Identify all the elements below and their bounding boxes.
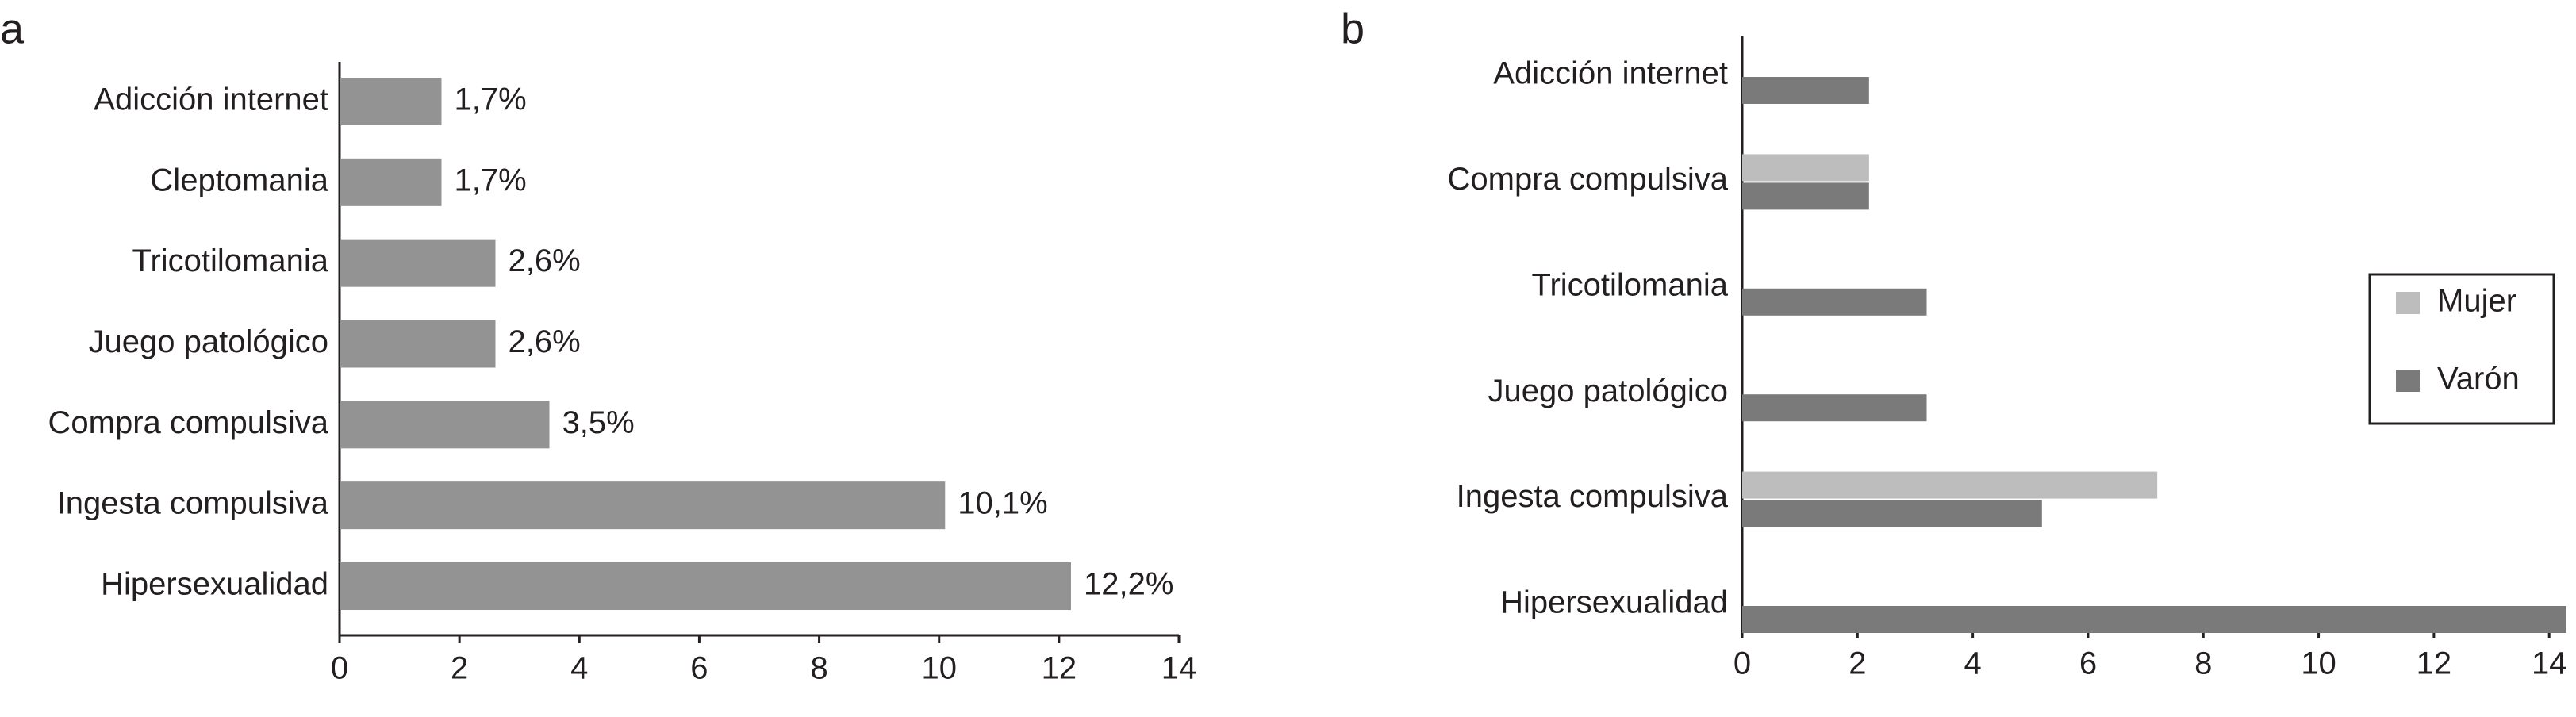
y-tick-label: Hipersexualidad [1500, 585, 1728, 620]
bar [1742, 288, 1927, 316]
bar [1742, 500, 2042, 527]
panel-label: a [0, 5, 25, 52]
value-label: 12,2% [1084, 567, 1173, 602]
y-tick-label: Hipersexualidad [101, 567, 328, 602]
value-label: 3,5% [562, 405, 635, 440]
bar [1742, 77, 1869, 104]
y-tick-label: Ingesta compulsiva [1457, 479, 1729, 514]
y-tick-label: Compra compulsiva [1448, 162, 1729, 197]
y-tick-label: Juego patológico [1488, 374, 1728, 408]
bar [340, 239, 496, 287]
x-tick-label: 14 [2532, 646, 2567, 681]
y-tick-label: Adicción internet [1493, 56, 1728, 91]
value-label: 2,6% [508, 243, 580, 278]
bar [1742, 154, 1869, 182]
x-tick-label: 8 [810, 651, 827, 686]
bar [1742, 471, 2158, 499]
legend-label: Mujer [2437, 284, 2516, 319]
legend-swatch [2396, 370, 2420, 392]
x-tick-label: 2 [1849, 646, 1866, 681]
x-tick-label: 6 [2079, 646, 2097, 681]
bar [1742, 606, 2566, 633]
y-tick-label: Ingesta compulsiva [57, 486, 329, 521]
x-tick-label: 8 [2194, 646, 2212, 681]
value-label: 1,7% [454, 82, 526, 117]
x-tick-label: 4 [570, 651, 588, 686]
y-tick-label: Tricotilomania [132, 243, 329, 278]
x-tick-label: 6 [690, 651, 708, 686]
x-tick-label: 12 [2417, 646, 2452, 681]
bar [340, 320, 496, 368]
x-tick-label: 0 [331, 651, 348, 686]
value-label: 10,1% [958, 486, 1047, 521]
x-tick-label: 10 [2301, 646, 2336, 681]
bar [1742, 394, 1927, 422]
value-label: 2,6% [508, 324, 580, 359]
x-tick-label: 14 [1161, 651, 1197, 686]
bar [1742, 182, 1869, 210]
value-label: 1,7% [454, 163, 526, 197]
panel-label: b [1341, 5, 1365, 52]
y-tick-label: Cleptomania [150, 163, 328, 197]
bar [340, 78, 442, 125]
x-tick-label: 12 [1042, 651, 1077, 686]
y-tick-label: Tricotilomania [1532, 267, 1729, 302]
x-tick-label: 10 [921, 651, 957, 686]
bar [340, 158, 442, 206]
legend-label: Varón [2437, 362, 2520, 397]
legend-swatch [2396, 292, 2420, 314]
y-tick-label: Compra compulsiva [48, 405, 329, 440]
x-tick-label: 0 [1733, 646, 1751, 681]
x-tick-label: 2 [451, 651, 468, 686]
x-tick-label: 4 [1964, 646, 1982, 681]
bar [340, 562, 1071, 610]
bar [340, 401, 550, 449]
y-tick-label: Adicción internet [94, 82, 328, 117]
bar [340, 481, 946, 530]
y-tick-label: Juego patológico [89, 324, 328, 359]
